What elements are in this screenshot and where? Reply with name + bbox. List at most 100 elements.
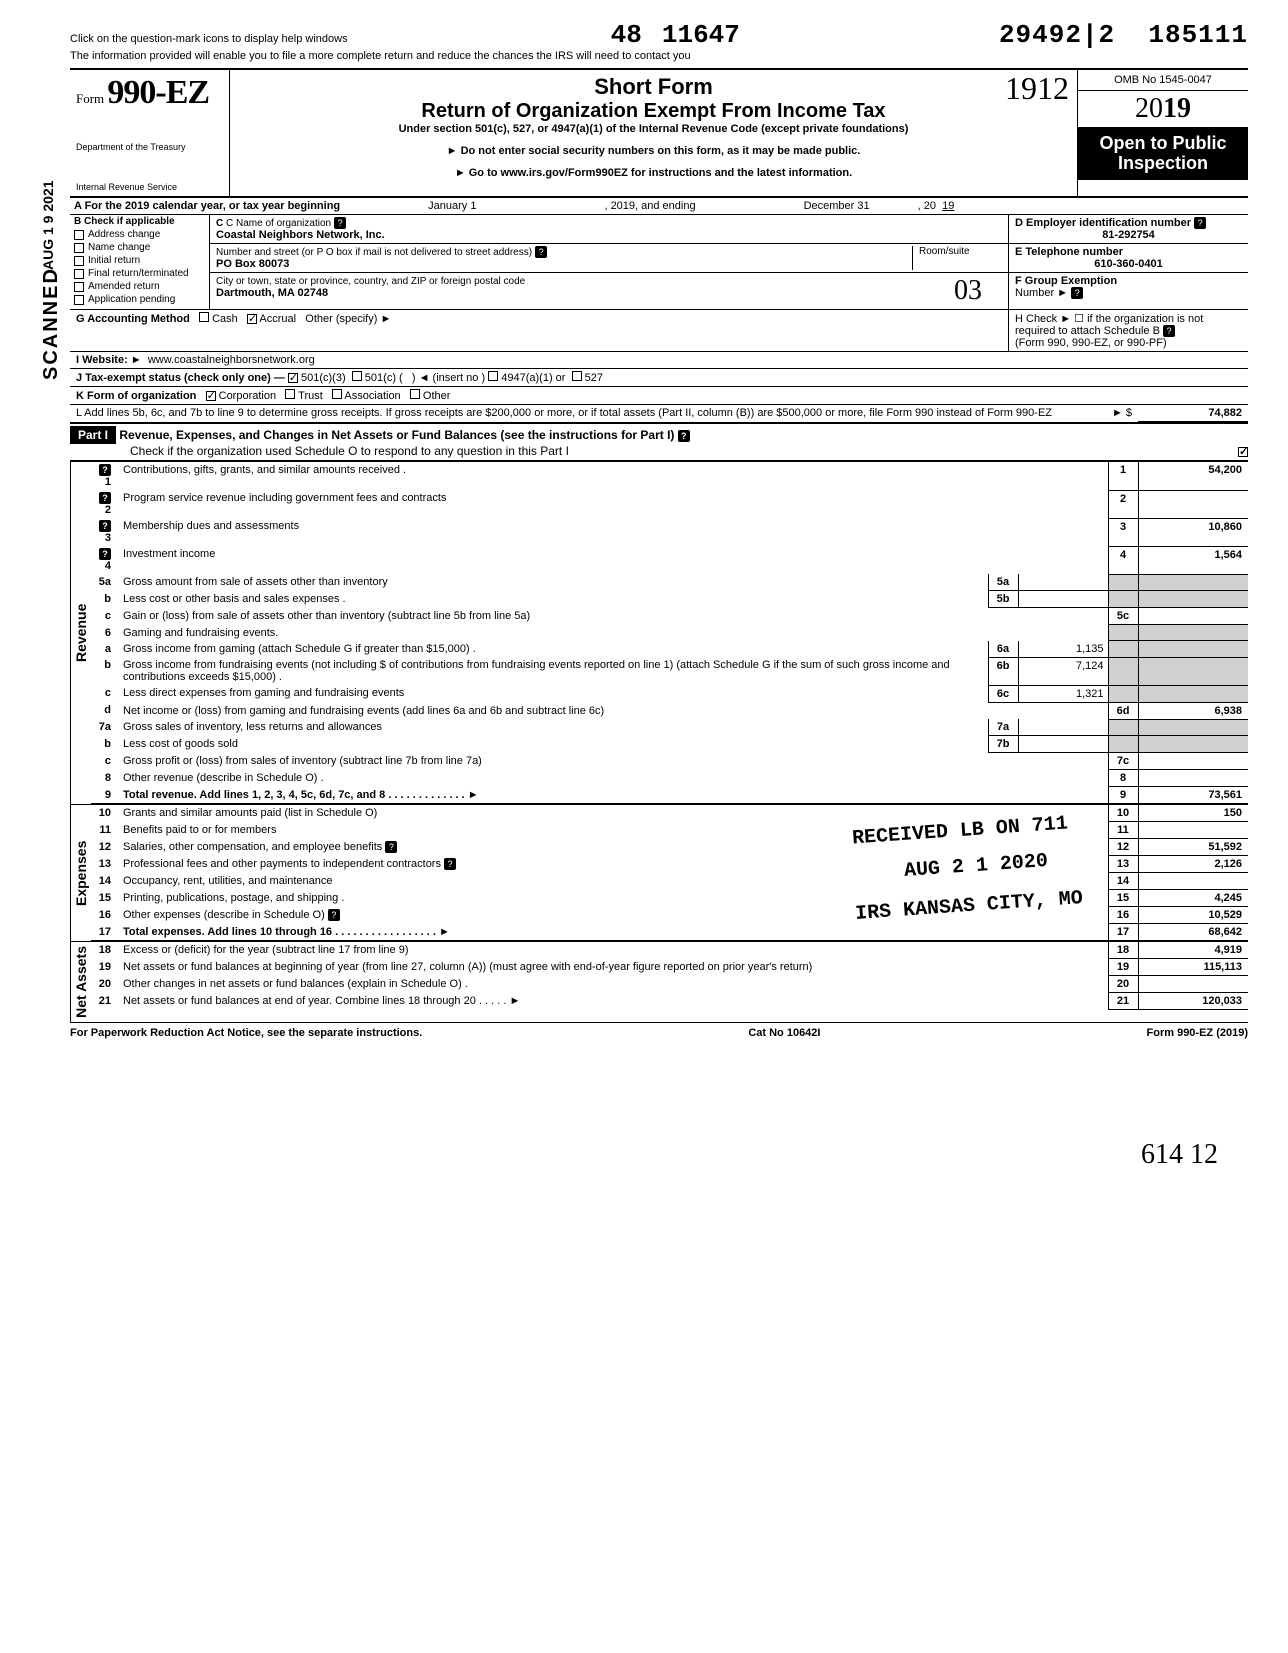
- check-address-change[interactable]: [74, 230, 84, 240]
- line-13-text: Professional fees and other payments to …: [119, 856, 1108, 873]
- box-d-label: D Employer identification number: [1015, 217, 1191, 229]
- check-corporation[interactable]: [206, 391, 216, 401]
- check-initial-return[interactable]: [74, 256, 84, 266]
- line-4-text: Investment income: [119, 546, 1108, 574]
- line-11-value: [1138, 822, 1248, 839]
- line-12-text: Salaries, other compensation, and employ…: [119, 839, 1108, 856]
- line-4-value: 1,564: [1138, 546, 1248, 574]
- line-20-text: Other changes in net assets or fund bala…: [119, 976, 1108, 993]
- row-i-label: I Website: ►: [76, 354, 142, 366]
- top-num-left: 48: [611, 20, 642, 50]
- return-title: Return of Organization Exempt From Incom…: [238, 100, 1069, 123]
- row-h-text: H Check ► ☐ if the organization is not r…: [1015, 313, 1203, 337]
- help-icon[interactable]: ?: [99, 464, 111, 476]
- help-icon[interactable]: ?: [385, 841, 397, 853]
- line-14-text: Occupancy, rent, utilities, and maintena…: [119, 873, 1108, 890]
- line-17-value: 68,642: [1138, 924, 1248, 941]
- help-icon[interactable]: ?: [444, 858, 456, 870]
- line-7a-value: [1018, 719, 1108, 736]
- tax-year: 2019: [1078, 91, 1248, 128]
- line-3-value: 10,860: [1138, 518, 1248, 546]
- form-header: Form 990-EZ Department of the Treasury I…: [70, 68, 1248, 198]
- expenses-side-label: Expenses: [70, 805, 91, 941]
- help-icon[interactable]: ?: [99, 492, 111, 504]
- revenue-side-label: Revenue: [70, 462, 91, 804]
- netassets-side-label: Net Assets: [70, 942, 91, 1022]
- street-address: PO Box 80073: [216, 258, 289, 270]
- line-5b-text: Less cost or other basis and sales expen…: [119, 591, 988, 608]
- city-state-zip: Dartmouth, MA 02748: [216, 287, 328, 299]
- part-1-paren: (see the instructions for Part I): [500, 428, 674, 442]
- line-3-text: Membership dues and assessments: [119, 518, 1108, 546]
- footer-left: For Paperwork Reduction Act Notice, see …: [70, 1027, 422, 1039]
- line-9-text: Total revenue. Add lines 1, 2, 3, 4, 5c,…: [119, 787, 1108, 804]
- help-text: Click on the question-mark icons to disp…: [70, 20, 1248, 62]
- line-6b-text: Gross income from fundraising events (no…: [119, 657, 988, 685]
- dept-treasury: Department of the Treasury: [76, 142, 223, 152]
- box-f-sub: Number ►: [1015, 287, 1068, 299]
- website-value: www.coastalneighborsnetwork.org: [148, 354, 315, 366]
- check-amended[interactable]: [74, 282, 84, 292]
- check-4947[interactable]: [488, 371, 498, 381]
- help-icon[interactable]: ?: [99, 548, 111, 560]
- line-13-value: 2,126: [1138, 856, 1248, 873]
- line-6c-text: Less direct expenses from gaming and fun…: [119, 685, 988, 702]
- under-section: Under section 501(c), 527, or 4947(a)(1)…: [238, 123, 1069, 135]
- line-5c-text: Gain or (loss) from sale of assets other…: [119, 608, 1108, 625]
- help-icon[interactable]: ?: [334, 217, 346, 229]
- check-pending[interactable]: [74, 295, 84, 305]
- help-icon[interactable]: ?: [678, 430, 690, 442]
- box-c-label: C C Name of organization: [216, 218, 331, 229]
- phone-value: 610-360-0401: [1015, 258, 1242, 270]
- help-icon[interactable]: ?: [99, 520, 111, 532]
- handwritten-year: 1912: [1005, 70, 1069, 107]
- box-f-label: F Group Exemption: [1015, 275, 1117, 287]
- line-10-text: Grants and similar amounts paid (list in…: [119, 805, 1108, 822]
- row-l-arrow: ► $: [1088, 405, 1138, 422]
- line-16-text: Other expenses (describe in Schedule O) …: [119, 907, 1108, 924]
- row-l-text: L Add lines 5b, 6c, and 7b to line 9 to …: [70, 405, 1088, 422]
- check-final-return[interactable]: [74, 269, 84, 279]
- check-other[interactable]: [410, 389, 420, 399]
- line-7c-value: [1138, 753, 1248, 770]
- check-cash[interactable]: [199, 312, 209, 322]
- help-icon[interactable]: ?: [1163, 325, 1175, 337]
- line-6b-value: 7,124: [1018, 657, 1108, 685]
- check-name-change[interactable]: [74, 243, 84, 253]
- handwritten-03: 03: [954, 275, 982, 307]
- help-icon[interactable]: ?: [535, 246, 547, 258]
- line-5a-text: Gross amount from sale of assets other t…: [119, 574, 988, 591]
- line-7c-text: Gross profit or (loss) from sales of inv…: [119, 753, 1108, 770]
- check-association[interactable]: [332, 389, 342, 399]
- line-17-text: Total expenses. Add lines 10 through 16 …: [119, 924, 1108, 941]
- line-1-text: Contributions, gifts, grants, and simila…: [119, 462, 1108, 490]
- line-7b-value: [1018, 736, 1108, 753]
- check-accrual[interactable]: [247, 314, 257, 324]
- line-6-text: Gaming and fundraising events.: [119, 625, 1108, 641]
- line-9-value: 73,561: [1138, 787, 1248, 804]
- line-6d-text: Net income or (loss) from gaming and fun…: [119, 702, 1108, 719]
- line-19-text: Net assets or fund balances at beginning…: [119, 959, 1108, 976]
- help-icon[interactable]: ?: [1071, 287, 1083, 299]
- line-15-value: 4,245: [1138, 890, 1248, 907]
- line-5c-value: [1138, 608, 1248, 625]
- line-21-value: 120,033: [1138, 993, 1248, 1010]
- line-6c-value: 1,321: [1018, 685, 1108, 702]
- line-20-value: [1138, 976, 1248, 993]
- check-501c[interactable]: [352, 371, 362, 381]
- help-icon[interactable]: ?: [1194, 217, 1206, 229]
- check-trust[interactable]: [285, 389, 295, 399]
- check-schedule-o[interactable]: [1238, 447, 1248, 457]
- check-527[interactable]: [572, 371, 582, 381]
- line-18-text: Excess or (deficit) for the year (subtra…: [119, 942, 1108, 959]
- room-suite: Room/suite: [912, 246, 1002, 270]
- gross-receipts-value: 74,882: [1138, 405, 1248, 422]
- omb-number: OMB No 1545-0047: [1078, 70, 1248, 91]
- line-12-value: 51,592: [1138, 839, 1248, 856]
- check-501c3[interactable]: [288, 373, 298, 383]
- line-7b-text: Less cost of goods sold: [119, 736, 988, 753]
- top-num-r2: 185111: [1148, 20, 1248, 50]
- line-19-value: 115,113: [1138, 959, 1248, 976]
- form-number: Form 990-EZ: [76, 74, 223, 112]
- help-icon[interactable]: ?: [328, 909, 340, 921]
